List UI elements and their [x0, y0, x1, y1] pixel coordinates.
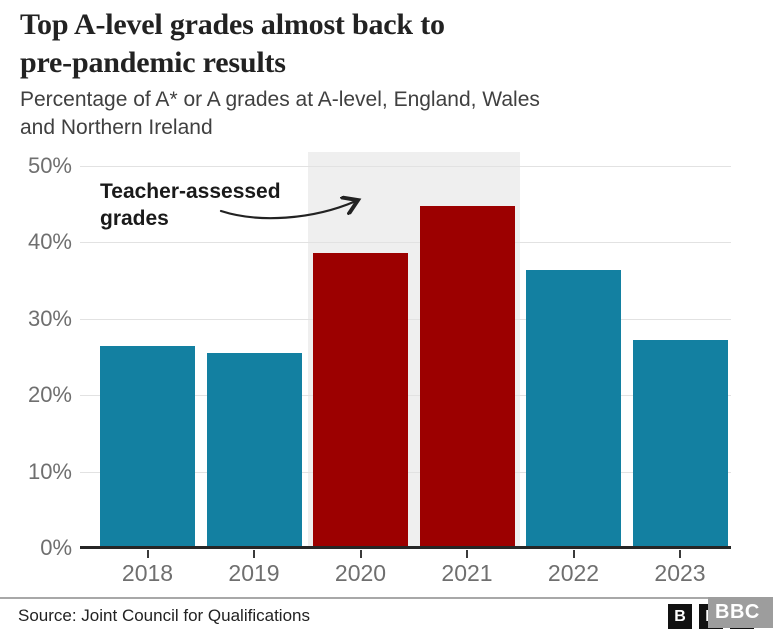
x-axis-line	[80, 546, 731, 549]
bbc-logo-block-b1: B	[668, 604, 692, 629]
source-text: Source: Joint Council for Qualifications	[18, 606, 310, 625]
y-tick-label-50: 50%	[27, 153, 72, 178]
x-tick-label-2023: 2023	[654, 560, 706, 586]
x-tick-2020	[359, 550, 362, 558]
y-tick-label-40: 40%	[27, 229, 72, 255]
chart-title-line1: Top A-level grades almost back to	[20, 8, 445, 41]
annotation-label: Teacher-assessed grades	[100, 178, 281, 232]
annotation-line2: grades	[100, 207, 169, 230]
bar-2021	[419, 205, 515, 546]
x-tick-label-2022: 2022	[547, 560, 600, 586]
x-tick-2018	[146, 550, 149, 558]
y-tick-label-0: 0%	[40, 535, 72, 560]
bar-2022	[526, 269, 621, 546]
plot-area: 0% 10% 20% 30% 40% 50% 2018 2019 2020 2021 2022 202…	[0, 152, 773, 586]
x-tick-label-2019: 2019	[228, 560, 280, 586]
y-gridline-50	[80, 166, 731, 167]
x-tick-label-2018: 2018	[121, 560, 174, 586]
bar-2019	[206, 353, 302, 546]
chart-title: Top A-level grades almost back to pre-pa…	[20, 6, 445, 82]
x-tick-label-2020: 2020	[334, 560, 387, 586]
x-tick-2019	[253, 550, 255, 558]
bar-2020	[313, 253, 408, 546]
y-tick-label-20: 20%	[27, 382, 72, 408]
footer-divider	[0, 597, 773, 599]
chart-subtitle-line2: and Northern Ireland	[20, 116, 213, 139]
bar-2018	[100, 346, 195, 546]
bbc-logo: B B C BBC	[664, 597, 773, 638]
chart-subtitle: Percentage of A* or A grades at A-level,…	[20, 86, 540, 142]
annotation-line1: Teacher-assessed	[100, 180, 281, 203]
x-tick-2023	[679, 550, 681, 558]
x-tick-2022	[572, 550, 575, 558]
bbc-logo-overlay: BBC	[708, 597, 773, 628]
y-tick-label-30: 30%	[27, 305, 72, 331]
x-tick-2021	[466, 550, 468, 558]
y-gridline-40	[80, 242, 731, 244]
bar-2023	[632, 340, 728, 546]
chart-subtitle-line1: Percentage of A* or A grades at A-level,…	[20, 88, 540, 111]
y-tick-label-10: 10%	[27, 458, 72, 484]
annotation-arrow-icon	[219, 194, 368, 220]
x-tick-label-2021: 2021	[441, 560, 493, 586]
chart-title-line2: pre-pandemic results	[20, 46, 286, 79]
